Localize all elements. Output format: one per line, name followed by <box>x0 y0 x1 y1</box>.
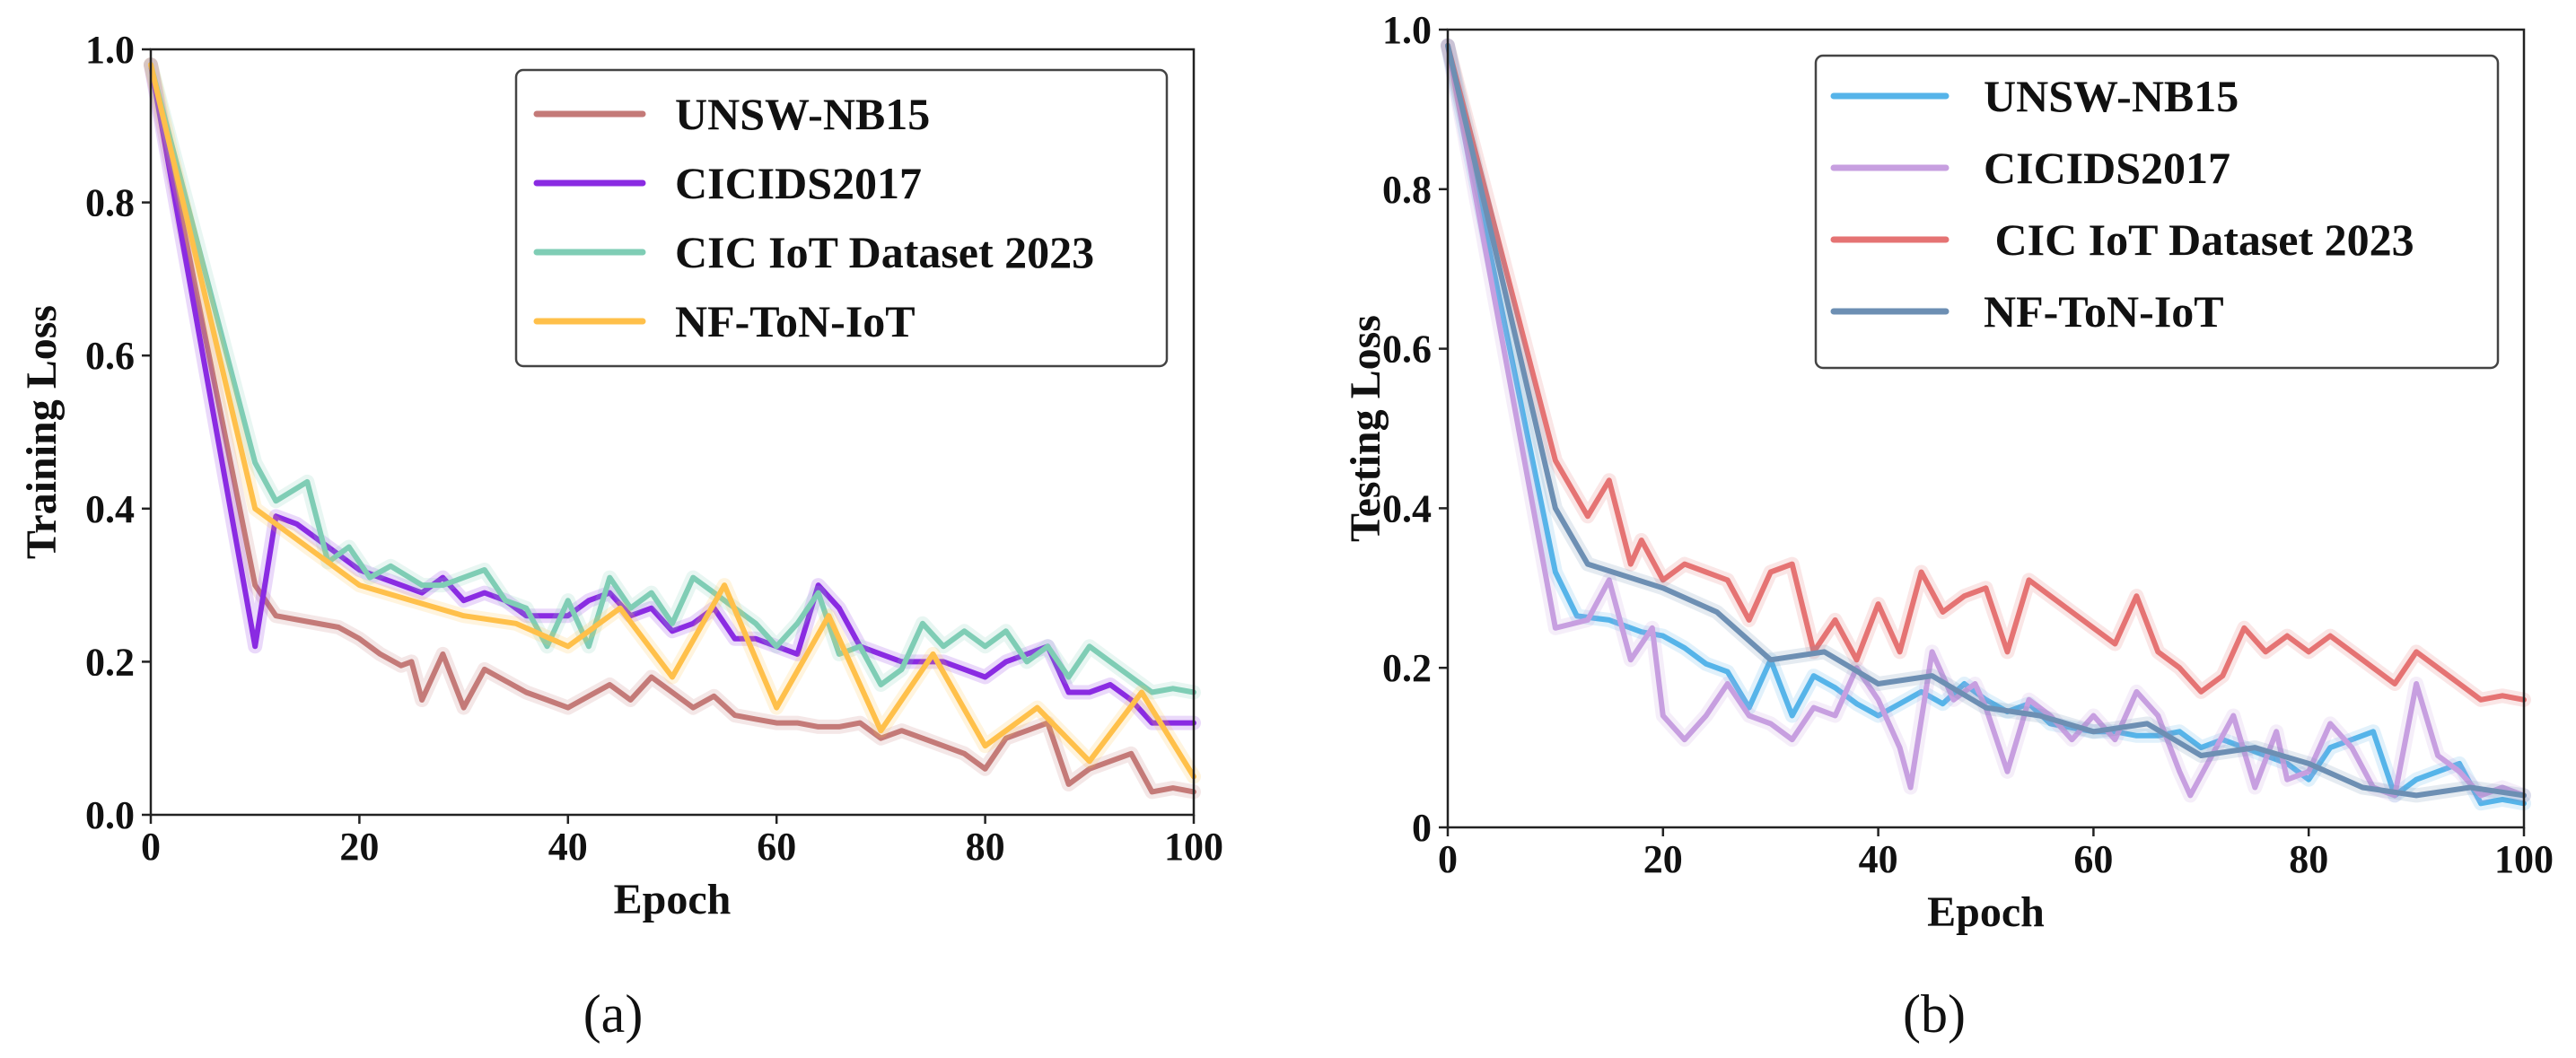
x-tick-label-a-3: 60 <box>757 825 796 869</box>
legend-label-a-0: UNSW-NB15 <box>675 89 930 139</box>
x-axis-title-a: Epoch <box>614 876 732 923</box>
x-axis-title-b: Epoch <box>1927 888 2045 936</box>
y-axis-title-a: Training Loss <box>18 305 66 559</box>
x-tick-label-a-2: 40 <box>548 825 588 869</box>
legend-a: UNSW-NB15 CICIDS2017 CIC IoT Dataset 2023 N… <box>514 68 1169 368</box>
panel-a: 0 20 40 60 80 100 0.0 0.2 0.4 0.6 0.8 1.0 Epoch Train… <box>18 28 1223 1044</box>
x-tick-label-b-0: 0 <box>1438 837 1458 881</box>
series-line-a-2 <box>148 62 1196 695</box>
legend-label-a-3: NF-ToN-IoT <box>675 296 916 346</box>
y-tick-label-a-5: 1.0 <box>85 28 135 72</box>
x-tick-label-b-2: 40 <box>1859 837 1898 881</box>
y-tick-label-a-3: 0.6 <box>85 334 135 378</box>
y-tick-label-b-4: 0.8 <box>1382 168 1432 212</box>
x-tick-label-a-5: 100 <box>1164 825 1223 869</box>
y-tick-label-a-1: 0.2 <box>85 640 135 684</box>
legend-label-a-2: CIC IoT Dataset 2023 <box>675 227 1094 277</box>
y-tick-label-b-5: 1.0 <box>1382 8 1432 52</box>
panel-label-a: (a) <box>583 984 644 1044</box>
y-tick-label-a-2: 0.4 <box>85 487 135 531</box>
series-line-b-1 <box>1445 42 2527 799</box>
series-line-a-1 <box>148 62 1196 726</box>
y-tick-label-b-0: 0 <box>1412 806 1432 850</box>
series-line-a-3 <box>148 62 1196 780</box>
legend-b: UNSW-NB15 CICIDS2017 CIC IoT Dataset 2023… <box>1814 54 2500 370</box>
y-tick-label-a-4: 0.8 <box>85 181 135 225</box>
x-tick-label-b-1: 20 <box>1643 837 1683 881</box>
y-tick-label-b-3: 0.6 <box>1382 328 1432 372</box>
axes-frame-a <box>149 48 1196 817</box>
x-tick-label-b-4: 80 <box>2289 837 2328 881</box>
series-line-b-3 <box>1445 42 2527 799</box>
series-line-a-0 <box>148 62 1196 795</box>
legend-box-b <box>1814 54 2500 370</box>
y-tick-label-b-1: 0.2 <box>1382 646 1432 690</box>
panel-b: 0 20 40 60 80 100 0 0.2 0.4 0.6 0.8 1.0 Epoch Testing… <box>1342 8 2554 1044</box>
x-tick-label-a-4: 80 <box>966 825 1005 869</box>
legend-label-a-1: CICIDS2017 <box>675 158 922 208</box>
axes-frame-b <box>1446 28 2526 829</box>
legend-box-a <box>514 68 1169 368</box>
legend-label-b-3: NF-ToN-IoT <box>1984 286 2224 337</box>
legend-label-b-0: UNSW-NB15 <box>1984 71 2239 121</box>
y-axis-title-b: Testing Loss <box>1342 315 1389 542</box>
y-tick-label-a-0: 0.0 <box>85 793 135 837</box>
x-tick-label-a-1: 20 <box>339 825 379 869</box>
x-tick-label-a-0: 0 <box>141 825 161 869</box>
series-line-b-2 <box>1445 42 2527 703</box>
panel-label-b: (b) <box>1903 984 1966 1044</box>
x-tick-label-b-3: 60 <box>2073 837 2113 881</box>
y-tick-label-b-2: 0.4 <box>1382 486 1432 530</box>
x-tick-label-b-5: 100 <box>2494 837 2554 881</box>
legend-label-b-1: CICIDS2017 <box>1984 143 2230 193</box>
legend-label-b-2: CIC IoT Dataset 2023 <box>1984 214 2414 265</box>
